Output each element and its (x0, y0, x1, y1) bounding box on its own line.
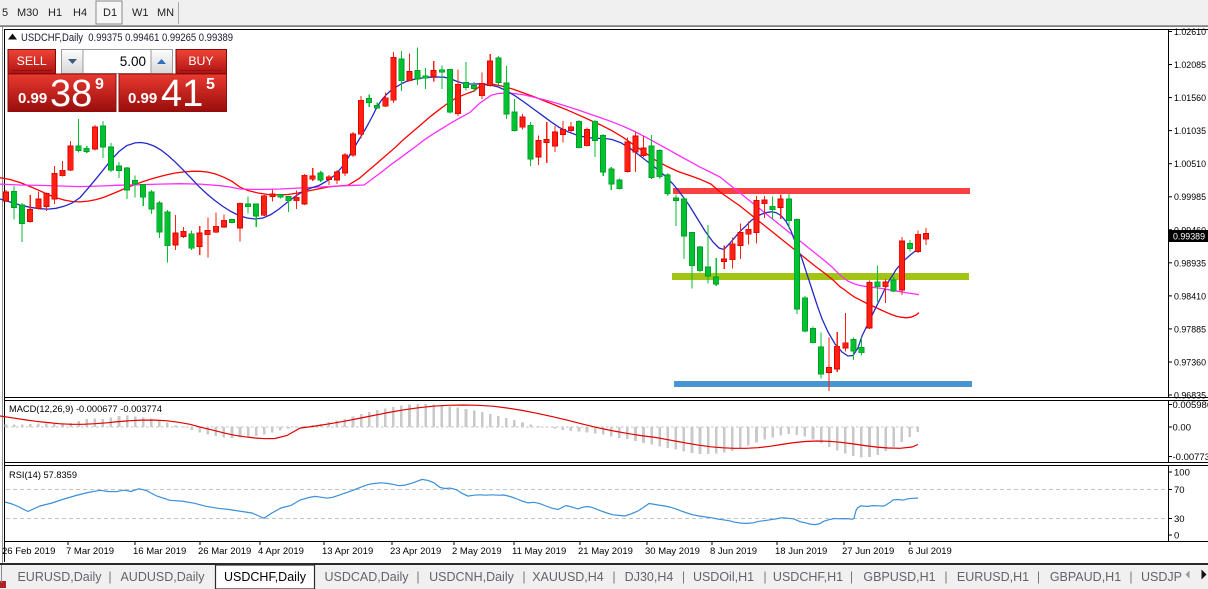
svg-text:5: 5 (206, 76, 215, 93)
svg-text:-0.007737: -0.007737 (1173, 452, 1208, 463)
svg-text:0.97885: 0.97885 (1174, 324, 1206, 335)
svg-text:USDCHF,H1: USDCHF,H1 (773, 570, 843, 584)
svg-text:M30: M30 (17, 7, 38, 19)
svg-text:8 Jun 2019: 8 Jun 2019 (710, 546, 757, 557)
svg-text:USDCAD,Daily: USDCAD,Daily (324, 570, 409, 584)
svg-text:1.01035: 1.01035 (1174, 126, 1206, 137)
svg-text:RSI(14) 57.8359: RSI(14) 57.8359 (9, 470, 77, 481)
svg-text:0.98935: 0.98935 (1174, 258, 1206, 269)
svg-text:DJ30,H4: DJ30,H4 (625, 570, 674, 584)
svg-text:41: 41 (161, 73, 203, 115)
svg-text:|: | (1129, 570, 1132, 584)
svg-text:USDCHF,Daily 0.99375 0.99461: USDCHF,Daily 0.99375 0.99461 0.99265 0.9… (21, 32, 233, 44)
svg-text:|: | (416, 570, 419, 584)
svg-text:0.96835: 0.96835 (1174, 391, 1206, 402)
svg-text:MN: MN (157, 7, 174, 19)
svg-text:GBPAUD,H1: GBPAUD,H1 (1050, 570, 1121, 584)
svg-text:0.99: 0.99 (18, 90, 47, 107)
svg-text:13 Apr 2019: 13 Apr 2019 (322, 546, 373, 557)
svg-text:27 Jun 2019: 27 Jun 2019 (842, 546, 894, 557)
svg-text:4 Apr 2019: 4 Apr 2019 (258, 546, 304, 557)
svg-text:16 Mar 2019: 16 Mar 2019 (133, 546, 186, 557)
svg-text:D1: D1 (103, 7, 117, 19)
svg-text:|: | (682, 570, 685, 584)
svg-text:30 May 2019: 30 May 2019 (645, 546, 700, 557)
svg-text:1.00510: 1.00510 (1174, 159, 1206, 170)
svg-text:MACD(12,26,9) -0.000677 -0.003: MACD(12,26,9) -0.000677 -0.003774 (9, 404, 162, 415)
svg-text:W1: W1 (132, 7, 149, 19)
svg-text:USDCNH,Daily: USDCNH,Daily (429, 570, 514, 584)
svg-text:|: | (1037, 570, 1040, 584)
svg-text:0.005986: 0.005986 (1173, 400, 1208, 411)
svg-text:0: 0 (1174, 531, 1179, 542)
svg-text:5.00: 5.00 (120, 54, 146, 69)
svg-text:1.02085: 1.02085 (1174, 60, 1206, 71)
svg-text:USDOil,H1: USDOil,H1 (693, 570, 754, 584)
svg-text:|: | (944, 570, 947, 584)
svg-text:0.99389: 0.99389 (1173, 232, 1205, 243)
svg-text:H1: H1 (48, 7, 62, 19)
svg-text:|: | (612, 570, 615, 584)
svg-text:9: 9 (95, 76, 104, 93)
svg-text:1.01560: 1.01560 (1174, 93, 1206, 104)
svg-text:18 Jun 2019: 18 Jun 2019 (775, 546, 827, 557)
svg-text:21 May 2019: 21 May 2019 (578, 546, 633, 557)
svg-text:5: 5 (2, 7, 8, 19)
svg-text:0.98410: 0.98410 (1174, 291, 1206, 302)
svg-text:H4: H4 (73, 7, 87, 19)
svg-text:BUY: BUY (188, 54, 213, 68)
svg-text:GBPUSD,H1: GBPUSD,H1 (863, 570, 935, 584)
svg-text:|: | (108, 570, 111, 584)
svg-text:23 Apr 2019: 23 Apr 2019 (390, 546, 441, 557)
svg-text:AUDUSD,Daily: AUDUSD,Daily (120, 570, 205, 584)
svg-text:EURUSD,Daily: EURUSD,Daily (17, 570, 102, 584)
svg-text:38: 38 (50, 73, 92, 115)
svg-text:EURUSD,H1: EURUSD,H1 (957, 570, 1029, 584)
svg-text:XAUUSD,H4: XAUUSD,H4 (532, 570, 604, 584)
svg-text:100: 100 (1174, 468, 1190, 479)
svg-text:|: | (522, 570, 525, 584)
svg-text:USDCHF,Daily: USDCHF,Daily (224, 570, 307, 584)
svg-text:0.97360: 0.97360 (1174, 358, 1206, 369)
svg-text:|: | (763, 570, 766, 584)
svg-text:70: 70 (1174, 485, 1185, 496)
svg-text:SELL: SELL (17, 54, 47, 68)
svg-text:26 Mar 2019: 26 Mar 2019 (198, 546, 251, 557)
svg-text:1.02610: 1.02610 (1174, 27, 1206, 38)
svg-text:2 May 2019: 2 May 2019 (452, 546, 502, 557)
svg-text:0.99: 0.99 (128, 90, 157, 107)
svg-text:26 Feb 2019: 26 Feb 2019 (2, 546, 55, 557)
svg-text:0.00: 0.00 (1173, 423, 1192, 434)
svg-text:|: | (850, 570, 853, 584)
svg-text:6 Jul 2019: 6 Jul 2019 (908, 546, 952, 557)
svg-text:USDJP: USDJP (1141, 570, 1182, 584)
svg-text:30: 30 (1174, 514, 1185, 525)
svg-text:0.99985: 0.99985 (1174, 192, 1206, 203)
svg-text:7 Mar 2019: 7 Mar 2019 (66, 546, 114, 557)
svg-text:11 May 2019: 11 May 2019 (512, 546, 566, 557)
